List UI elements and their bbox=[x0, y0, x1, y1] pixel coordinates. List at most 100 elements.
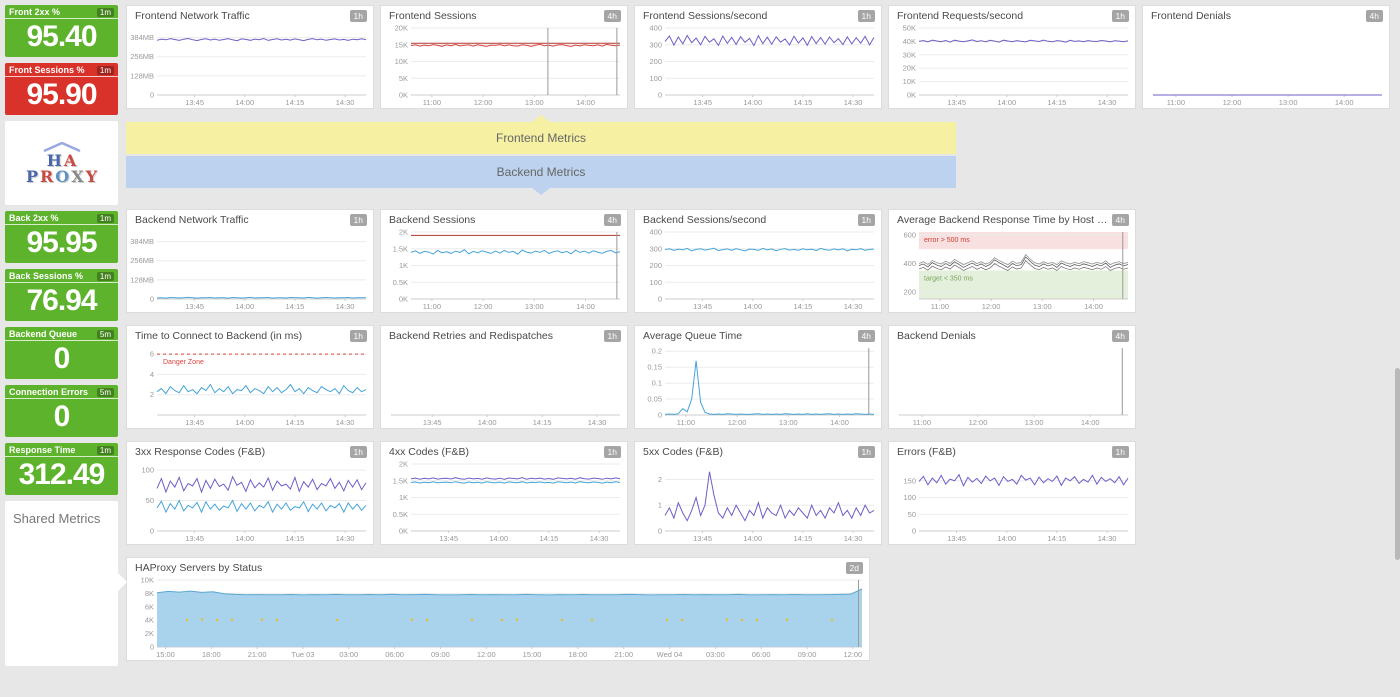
metric-header: Backend Queue 5m bbox=[5, 327, 118, 341]
svg-text:5K: 5K bbox=[399, 74, 408, 83]
svg-text:15:00: 15:00 bbox=[523, 650, 542, 659]
scrollbar-thumb[interactable] bbox=[1395, 368, 1400, 560]
backend-banner-label: Backend Metrics bbox=[496, 165, 586, 179]
section-banners: Frontend Metrics Backend Metrics bbox=[126, 115, 956, 195]
chart-frontend-sessions[interactable]: 0K 5K 10K 15K 20K 11:00 12:00 13:00 14:00 bbox=[381, 22, 627, 108]
svg-text:12:00: 12:00 bbox=[982, 302, 1001, 311]
svg-text:13:45: 13:45 bbox=[947, 534, 966, 543]
metric-value: 95.95 bbox=[26, 226, 97, 259]
chart-avg-backend-response-time[interactable]: 200 400 600 11:00 12:00 13:00 14:00 error > 500… bbox=[889, 226, 1135, 312]
panel-avg-backend-response-time: Average Backend Response Time by Host (m… bbox=[888, 209, 1136, 313]
metric-label: Back Sessions % bbox=[9, 271, 84, 281]
chart-frontend-network-traffic[interactable]: 0 128MB 256MB 384MB 13:45 14:00 14:15 14:30 bbox=[127, 22, 373, 108]
panel-title: Time to Connect to Backend (in ms) bbox=[135, 330, 303, 342]
arrow-down-icon bbox=[532, 188, 550, 195]
chart-backend-denials[interactable]: 11:00 12:00 13:00 14:00 bbox=[889, 342, 1135, 428]
chart-frontend-requests-second[interactable]: 0K 10K 20K 30K 40K 50K 13:45 14:00 14:15 14:30 bbox=[889, 22, 1135, 108]
svg-text:0: 0 bbox=[658, 527, 662, 536]
chart-haproxy-servers-by-status[interactable]: 0 2K 4K 6K 8K 10K 15:00 18:00 21:00 Tue 03 03:00 06… bbox=[127, 574, 869, 660]
logo-letter: X bbox=[71, 166, 84, 186]
svg-text:18:00: 18:00 bbox=[202, 650, 221, 659]
chart-backend-sessions[interactable]: 0K 0.5K 1K 1.5K 2K 11:00 12:00 13:00 14:00 bbox=[381, 226, 627, 312]
metric-widget-connection-errors[interactable]: Connection Errors 5m 0 bbox=[5, 385, 118, 437]
svg-text:14:30: 14:30 bbox=[844, 534, 863, 543]
metric-header: Front 2xx % 1m bbox=[5, 5, 118, 19]
logo-letter: R bbox=[39, 166, 54, 186]
haproxy-logo: H A P R O X Y bbox=[5, 121, 118, 205]
svg-text:14:15: 14:15 bbox=[794, 534, 813, 543]
chart-frontend-sessions-second[interactable]: 0 100 200 300 400 13:45 14:00 14:15 14:30 bbox=[635, 22, 881, 108]
panel-title: 4xx Codes (F&B) bbox=[389, 446, 469, 458]
svg-text:18:00: 18:00 bbox=[568, 650, 587, 659]
svg-text:error > 500 ms: error > 500 ms bbox=[924, 237, 970, 244]
chart-average-queue-time[interactable]: 0 0.05 0.1 0.15 0.2 11:00 12:00 13:00 14:00 bbox=[635, 342, 881, 428]
logo-letter: O bbox=[55, 166, 70, 186]
chart-frontend-denials[interactable]: 11:00 12:00 13:00 14:00 bbox=[1143, 22, 1389, 108]
svg-text:2: 2 bbox=[150, 390, 154, 399]
svg-text:13:45: 13:45 bbox=[185, 302, 204, 311]
metric-widget-response-time[interactable]: Response Time 1m 312.49 bbox=[5, 443, 118, 495]
svg-text:10K: 10K bbox=[395, 57, 408, 66]
metric-header: Front Sessions % 1m bbox=[5, 63, 118, 77]
svg-text:13:00: 13:00 bbox=[1025, 418, 1044, 427]
svg-text:0: 0 bbox=[658, 411, 662, 420]
svg-text:14:15: 14:15 bbox=[1048, 534, 1067, 543]
svg-text:0.1: 0.1 bbox=[652, 379, 662, 388]
chart-5xx-codes[interactable]: 0 1 2 13:45 14:00 14:15 14:30 bbox=[635, 458, 881, 544]
timeframe-badge: 1m bbox=[96, 7, 114, 17]
svg-text:14:15: 14:15 bbox=[1048, 98, 1067, 107]
svg-text:13:00: 13:00 bbox=[525, 302, 544, 311]
timeframe-badge: 4h bbox=[1111, 330, 1129, 342]
metric-widget-backend-queue[interactable]: Backend Queue 5m 0 bbox=[5, 327, 118, 379]
metric-widget-back-2xx[interactable]: Back 2xx % 1m 95.95 bbox=[5, 211, 118, 263]
svg-text:100: 100 bbox=[141, 466, 154, 475]
svg-text:1K: 1K bbox=[399, 261, 408, 270]
metric-widget-front-sessions[interactable]: Front Sessions % 1m 95.90 bbox=[5, 63, 118, 115]
svg-text:256MB: 256MB bbox=[130, 256, 154, 265]
svg-text:14:00: 14:00 bbox=[576, 98, 595, 107]
svg-text:03:00: 03:00 bbox=[339, 650, 358, 659]
svg-text:Wed 04: Wed 04 bbox=[657, 650, 683, 659]
svg-text:14:00: 14:00 bbox=[489, 534, 508, 543]
arrow-up-icon bbox=[532, 115, 550, 122]
timeframe-badge: 1h bbox=[603, 446, 621, 458]
chart-4xx-codes[interactable]: 0K 0.5K 1K 1.5K 2K 13:45 14:00 14:15 14:30 bbox=[381, 458, 627, 544]
svg-text:06:00: 06:00 bbox=[385, 650, 404, 659]
chart-time-to-connect[interactable]: 2 4 6 13:45 14:00 14:15 14:30 Danger Zone bbox=[127, 342, 373, 428]
svg-text:12:00: 12:00 bbox=[843, 650, 862, 659]
timeframe-badge: 4h bbox=[1111, 214, 1129, 226]
timeframe-badge: 4h bbox=[603, 10, 621, 22]
metric-widget-back-sessions[interactable]: Back Sessions % 1m 76.94 bbox=[5, 269, 118, 321]
timeframe-badge: 1h bbox=[1111, 10, 1129, 22]
timeframe-badge: 1h bbox=[857, 10, 875, 22]
codes-row: 3xx Response Codes (F&B) 1h 0 50 100 13:45 14… bbox=[126, 441, 1400, 545]
panel-frontend-sessions-second: Frontend Sessions/second 1h 0 100 200 300 400… bbox=[634, 5, 882, 109]
panel-title: HAProxy Servers by Status bbox=[135, 562, 263, 574]
panel-title: Frontend Sessions/second bbox=[643, 10, 768, 22]
svg-text:14:00: 14:00 bbox=[743, 302, 762, 311]
timeframe-badge: 1h bbox=[1111, 446, 1129, 458]
chart-backend-retries[interactable]: 13:45 14:00 14:15 14:30 bbox=[381, 342, 627, 428]
svg-text:4: 4 bbox=[150, 370, 154, 379]
panel-title: 3xx Response Codes (F&B) bbox=[135, 446, 266, 458]
chart-backend-network-traffic[interactable]: 0 128MB 256MB 384MB 13:45 14:00 14:15 14:30 bbox=[127, 226, 373, 312]
logo-letter: A bbox=[63, 150, 77, 170]
shared-metrics-note: Shared Metrics bbox=[5, 501, 127, 666]
metric-widget-front-2xx[interactable]: Front 2xx % 1m 95.40 bbox=[5, 5, 118, 57]
chart-3xx-codes[interactable]: 0 50 100 13:45 14:00 14:15 14:30 bbox=[127, 458, 373, 544]
panel-frontend-requests-second: Frontend Requests/second 1h 0K 10K 20K 30K 40… bbox=[888, 5, 1136, 109]
shared-metrics-label: Shared Metrics bbox=[13, 511, 101, 526]
svg-text:1.5K: 1.5K bbox=[393, 244, 408, 253]
svg-text:0: 0 bbox=[912, 527, 916, 536]
svg-text:0.5K: 0.5K bbox=[393, 510, 408, 519]
chart-backend-sessions-second[interactable]: 0 100 200 300 400 13:45 14:00 14:15 14:30 bbox=[635, 226, 881, 312]
svg-text:256MB: 256MB bbox=[130, 52, 154, 61]
chart-errors[interactable]: 0 50 100 150 13:45 14:00 14:15 14:30 bbox=[889, 458, 1135, 544]
metric-label: Front Sessions % bbox=[9, 65, 85, 75]
svg-text:13:45: 13:45 bbox=[693, 534, 712, 543]
frontend-row: Frontend Network Traffic 1h 0 128MB 256MB 38… bbox=[126, 5, 1400, 109]
svg-text:20K: 20K bbox=[903, 64, 916, 73]
svg-text:14:15: 14:15 bbox=[794, 302, 813, 311]
logo-roof-icon bbox=[42, 141, 81, 152]
svg-text:12:00: 12:00 bbox=[969, 418, 988, 427]
